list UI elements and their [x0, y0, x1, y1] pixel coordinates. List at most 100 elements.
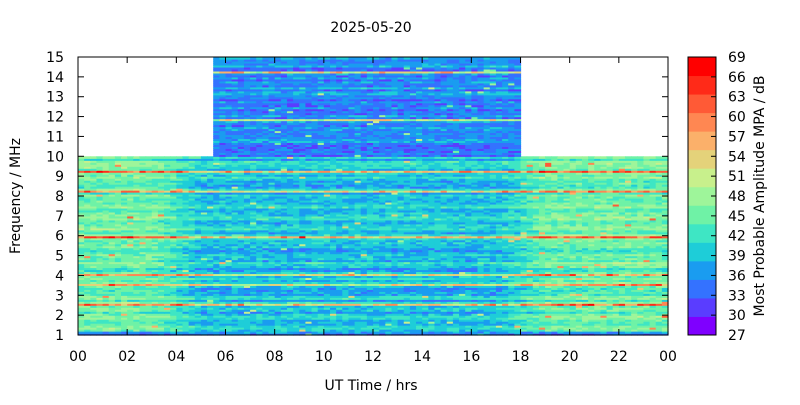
heatmap-cell: [213, 317, 220, 320]
heatmap-cell: [452, 311, 460, 314]
heatmap-cell: [323, 243, 331, 247]
heatmap-cell: [237, 287, 245, 290]
heatmap-cell: [176, 327, 184, 330]
heatmap-cell: [502, 333, 509, 336]
heatmap-cell: [366, 283, 374, 286]
heatmap-cell: [194, 283, 202, 286]
heatmap-cell: [526, 245, 534, 249]
heatmap-cell: [569, 307, 577, 310]
heatmap-cell: [409, 245, 417, 249]
heatmap-cell: [194, 247, 202, 251]
heatmap-cell: [526, 267, 534, 271]
heatmap-cell: [108, 299, 116, 302]
heatmap-cell: [618, 267, 626, 271]
heatmap-cell: [649, 255, 657, 259]
heatmap-cell: [397, 257, 405, 261]
heatmap-cell: [102, 299, 110, 302]
heatmap-cell: [256, 273, 263, 277]
heatmap-cell: [329, 275, 337, 279]
heatmap-cell: [434, 329, 442, 332]
heatmap-cell: [594, 241, 601, 245]
heatmap-cell: [379, 303, 386, 306]
heatmap-cell: [594, 303, 601, 306]
heatmap-cell: [176, 239, 184, 243]
heatmap-cell: [342, 247, 350, 251]
heatmap-cell: [581, 297, 589, 300]
heatmap-cell: [225, 265, 233, 269]
heatmap-cell: [422, 279, 429, 282]
heatmap-cell: [305, 237, 313, 241]
heatmap-cell: [90, 285, 98, 288]
heatmap-cell: [268, 267, 276, 271]
heatmap-cell: [483, 255, 491, 259]
heatmap-cell: [373, 317, 380, 320]
heatmap-cell: [336, 267, 343, 271]
heatmap-cell: [618, 283, 626, 286]
heatmap-cell: [434, 247, 442, 251]
heatmap-cell: [397, 321, 405, 324]
heatmap-cell: [84, 307, 91, 310]
heatmap-cell: [274, 327, 282, 330]
heatmap-cell: [606, 319, 614, 322]
heatmap-cell: [305, 323, 313, 326]
heatmap-cell: [403, 293, 411, 296]
heatmap-cell: [268, 321, 276, 324]
heatmap-cell: [477, 231, 485, 235]
heatmap-cell: [495, 277, 503, 280]
heatmap-cell: [624, 323, 632, 326]
heatmap-cell: [538, 305, 546, 308]
heatmap-cell: [508, 273, 515, 277]
heatmap-cell: [286, 267, 294, 271]
heatmap-cell: [465, 311, 472, 314]
heatmap-cell: [219, 287, 227, 290]
heatmap-cell: [188, 307, 196, 310]
heatmap-cell: [397, 309, 405, 312]
heatmap-cell: [526, 307, 534, 310]
heatmap-cell: [465, 319, 472, 322]
heatmap-cell: [317, 311, 325, 314]
heatmap-cell: [526, 257, 534, 261]
heatmap-cell: [649, 277, 657, 280]
heatmap-cell: [465, 239, 472, 243]
heatmap-cell: [532, 239, 540, 243]
heatmap-cell: [182, 267, 190, 271]
heatmap-cell: [366, 277, 374, 280]
heatmap-cell: [489, 321, 497, 324]
heatmap-cell: [631, 301, 638, 304]
heatmap-cell: [655, 291, 663, 294]
heatmap-cell: [274, 257, 282, 261]
heatmap-cell: [96, 253, 104, 257]
heatmap-cell: [90, 253, 98, 257]
heatmap-cell: [532, 325, 540, 328]
heatmap-cell: [342, 309, 350, 312]
heatmap-cell: [262, 245, 270, 249]
heatmap-cell: [391, 323, 399, 326]
heatmap-cell: [557, 251, 565, 255]
heatmap-cell: [385, 313, 393, 316]
heatmap-cell: [532, 293, 540, 296]
heatmap-cell: [108, 261, 116, 265]
heatmap-cell: [655, 283, 663, 286]
heatmap-cell: [348, 265, 356, 269]
heatmap-cell: [581, 279, 589, 282]
heatmap-cell: [624, 243, 632, 247]
heatmap-cell: [182, 259, 190, 263]
heatmap-cell: [219, 303, 227, 306]
heatmap-cell: [311, 299, 319, 302]
heatmap-cell: [446, 257, 454, 261]
heatmap-cell: [385, 275, 393, 279]
heatmap-cell: [213, 249, 220, 253]
heatmap-cell: [102, 287, 110, 290]
heatmap-cell: [311, 271, 319, 275]
heatmap-cell: [575, 307, 583, 310]
heatmap-cell: [631, 239, 638, 243]
heatmap-cell: [655, 301, 663, 304]
heatmap-cell: [391, 259, 399, 263]
heatmap-cell: [164, 309, 171, 312]
heatmap-cell: [127, 253, 134, 257]
heatmap-cell: [182, 247, 190, 251]
heatmap-cell: [354, 305, 362, 308]
heatmap-cell: [243, 319, 251, 322]
heatmap-cell: [225, 233, 233, 237]
heatmap-cell: [655, 307, 663, 310]
